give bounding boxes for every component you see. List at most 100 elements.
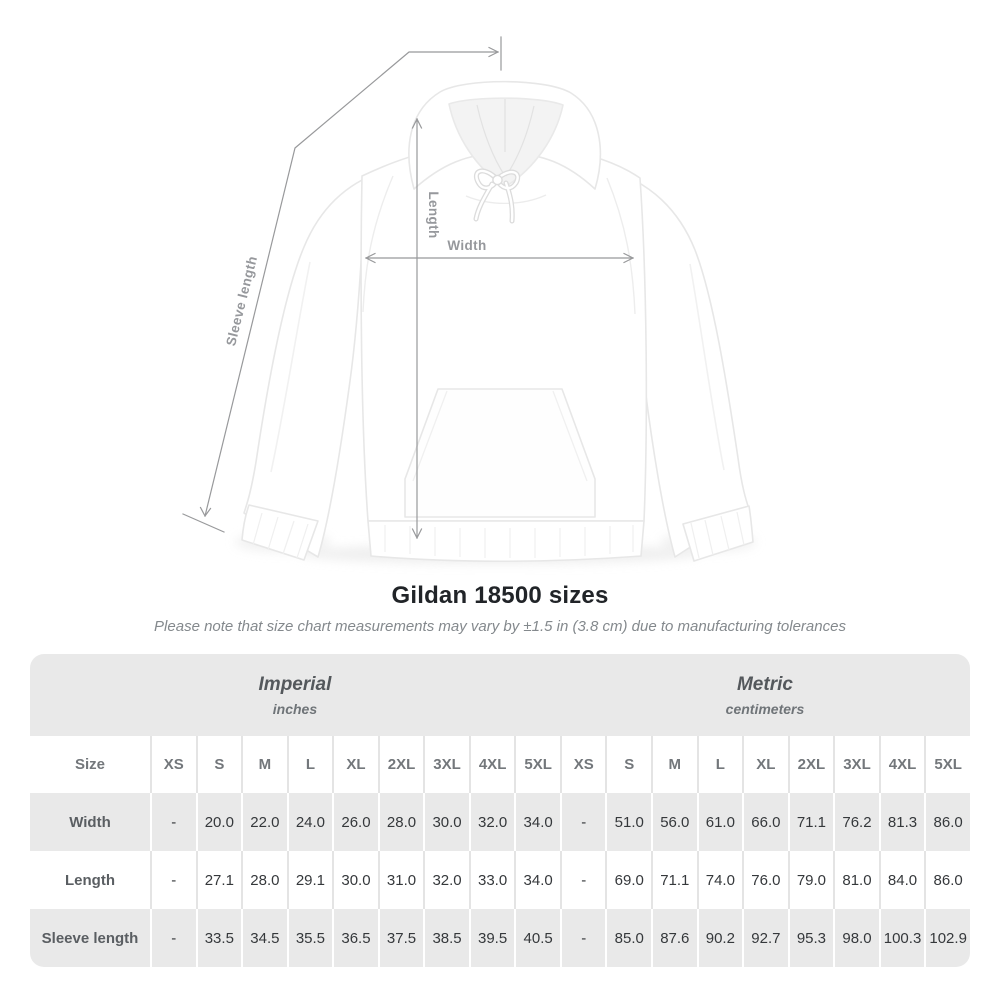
row-label: Length [30,851,150,909]
measurement-cell: 51.0 [605,793,652,851]
size-col-header: 5XL [924,736,970,793]
metric-group-header: Metric centimeters [559,654,970,736]
sleeve-length-dimension-label: Sleeve length [223,254,260,347]
table-row: Width -20.0 22.0 24.0 26.0 28.0 30.0 32.0 34.0-5… [30,793,970,851]
measurement-cell: 71.1 [787,793,834,851]
measurement-cell: 31.0 [377,851,424,909]
measurement-cell: 90.2 [696,909,743,967]
hood-opening [448,97,564,188]
measurement-cell: - [150,793,196,851]
measurement-cell: - [150,851,196,909]
title-block: Gildan 18500 sizes Please note that size… [0,582,1000,635]
measurement-cell: 38.5 [423,909,469,967]
measurement-cell: 35.5 [286,909,333,967]
measurement-cell: 34.0 [514,851,560,909]
tolerance-note: Please note that size chart measurements… [154,618,846,635]
measurement-cell: 85.0 [605,909,652,967]
size-col-header: XL [742,736,788,793]
imperial-group-label: Imperial [258,673,332,695]
measurement-cell: 33.5 [195,909,242,967]
measurement-cell: 86.0 [924,851,970,909]
measurement-cell: 34.5 [241,909,287,967]
measurement-cell: 30.0 [332,851,378,909]
sleeve-dimension-line [204,51,499,517]
imperial-group-sublabel: inches [272,700,318,717]
measurement-cell: - [559,851,606,909]
size-col-header: XL [332,736,378,793]
measurement-cell: 92.7 [742,909,788,967]
width-arrowheads [365,252,634,264]
measurement-cell: 28.0 [241,851,287,909]
row-label: Sleeve length [30,909,150,967]
measurement-cell: 36.5 [332,909,378,967]
measurement-cell: 37.5 [377,909,424,967]
measurement-cell: 84.0 [878,851,925,909]
measurement-cell: 34.0 [514,793,560,851]
unit-group-header-row: Imperial inches Metric centimeters [30,654,970,736]
size-col-header: L [286,736,333,793]
measurement-cell: 33.0 [468,851,515,909]
measurement-cell: 24.0 [286,793,333,851]
size-col-header: 2XL [377,736,424,793]
cuff-tick-line [182,513,225,533]
hoodie-diagram-svg: Width Length Sleeve length [182,36,756,564]
size-column-label: Size [30,736,150,793]
measurement-cell: 102.9 [924,909,970,967]
size-col-header: 4XL [468,736,515,793]
measurement-cell: 74.0 [696,851,743,909]
measurement-cell: 22.0 [241,793,287,851]
hoodie-measurement-diagram: Width Length Sleeve length [182,36,756,564]
length-dimension-label: Length [426,191,441,238]
hem-band [367,520,645,563]
metric-group-label: Metric [736,673,793,695]
measurement-cell: 56.0 [651,793,697,851]
table-row: Sleeve length -33.5 34.5 35.5 36.5 37.5 38.5 39… [30,909,970,967]
measurement-cell: 66.0 [742,793,788,851]
measurement-cell: 76.0 [742,851,788,909]
measurement-cell: 40.5 [514,909,560,967]
measurement-cell: 100.3 [878,909,925,967]
measurement-cell: 71.1 [651,851,697,909]
size-chart-table: Imperial inches Metric centimeters Size … [30,654,970,967]
size-col-header: S [605,736,652,793]
size-header-row: Size XS S M L XL 2XL 3XL 4XL 5XL XS S M L XL 2XL 3XL 4XL… [30,736,970,793]
measurement-cell: - [150,909,196,967]
imperial-group-header: Imperial inches [30,654,560,736]
size-col-header: L [696,736,743,793]
measurement-cell: 79.0 [787,851,834,909]
sleeve-arrowheads [199,46,499,517]
measurement-cell: 20.0 [195,793,242,851]
page-title: Gildan 18500 sizes [391,582,609,609]
row-label: Width [30,793,150,851]
drawstrings [473,168,521,224]
measurement-cell: 39.5 [468,909,515,967]
size-col-header: 5XL [514,736,560,793]
measurement-cell: 32.0 [468,793,515,851]
measurement-cell: - [559,793,606,851]
size-chart-table-container: Imperial inches Metric centimeters Size … [30,654,970,967]
measurement-cell: 30.0 [423,793,469,851]
measurement-cell: 61.0 [696,793,743,851]
right-cuff [682,505,754,562]
size-col-header: XS [150,736,196,793]
size-col-header: 4XL [878,736,925,793]
size-col-header: 3XL [833,736,879,793]
seam-lines [252,99,745,559]
measurement-cell: 81.0 [833,851,879,909]
metric-group-sublabel: centimeters [725,700,805,717]
table-row: Length -27.1 28.0 29.1 30.0 31.0 32.0 33.0 34.0-… [30,851,970,909]
measurement-cell: - [559,909,606,967]
measurement-cell: 76.2 [833,793,879,851]
size-col-header: M [651,736,697,793]
measurement-cell: 32.0 [423,851,469,909]
size-col-header: S [195,736,242,793]
measurement-cell: 98.0 [833,909,879,967]
size-col-header: XS [559,736,606,793]
measurement-tbody: Width -20.0 22.0 24.0 26.0 28.0 30.0 32.0 34.0-5… [30,793,970,967]
measurement-cell: 29.1 [286,851,333,909]
measurement-cell: 86.0 [924,793,970,851]
measurement-cell: 27.1 [195,851,242,909]
size-col-header: 3XL [423,736,469,793]
left-sleeve [243,168,391,558]
width-dimension-label: Width [447,238,486,253]
